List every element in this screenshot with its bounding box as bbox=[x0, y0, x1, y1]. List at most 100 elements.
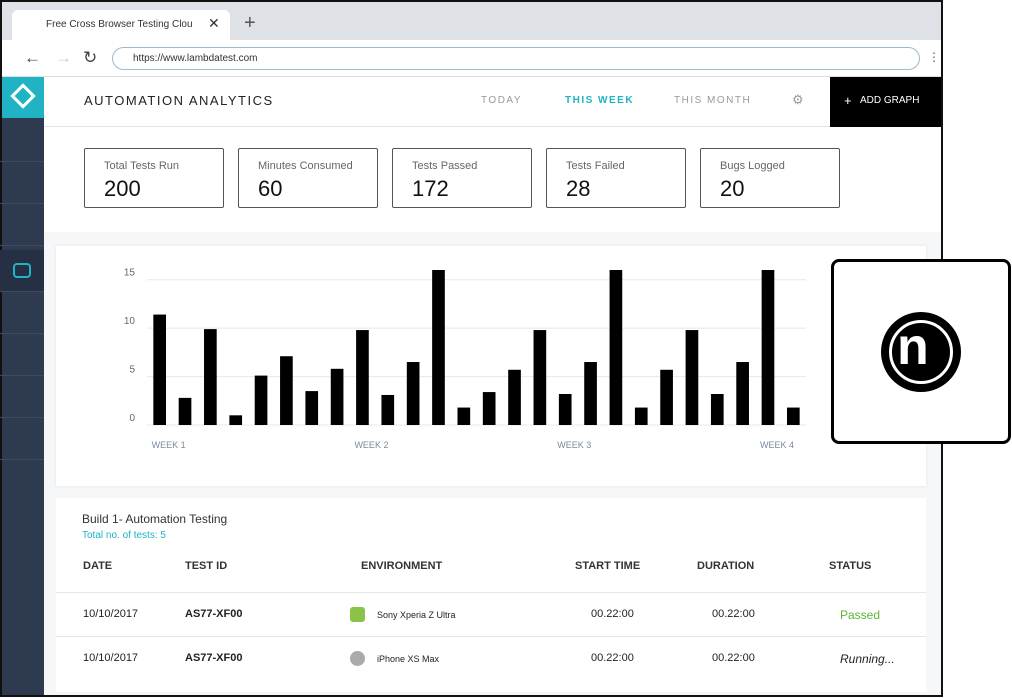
env-icon bbox=[350, 651, 365, 666]
table-cell: 00.22:00 bbox=[712, 652, 755, 664]
env-icon bbox=[350, 607, 365, 622]
stat-card: Bugs Logged 20 bbox=[700, 148, 840, 208]
filter[interactable]: THIS MONTH bbox=[674, 95, 752, 106]
table-cell: 00.22:00 bbox=[591, 652, 634, 664]
nav-item-active[interactable] bbox=[0, 250, 44, 292]
settings-icon[interactable]: ⚙ bbox=[792, 92, 804, 107]
stat-value: 60 bbox=[258, 176, 283, 201]
x-tick-label: WEEK 1 bbox=[152, 440, 186, 450]
bar bbox=[229, 415, 243, 425]
overlay-card: n bbox=[831, 259, 1011, 444]
nav-item[interactable] bbox=[0, 376, 44, 418]
bar bbox=[508, 369, 521, 425]
sidebar bbox=[2, 77, 44, 695]
stat-card: Minutes Consumed 60 bbox=[238, 148, 378, 208]
bar bbox=[660, 369, 673, 425]
x-tick-label: WEEK 2 bbox=[354, 440, 388, 450]
bar bbox=[254, 375, 268, 425]
column-header[interactable]: STATUS bbox=[829, 560, 872, 572]
stat-card: Tests Passed 172 bbox=[392, 148, 532, 208]
column-header[interactable]: TEST ID bbox=[185, 560, 228, 572]
y-tick-label: 10 bbox=[124, 316, 136, 327]
stat-label: Bugs Logged bbox=[720, 160, 785, 172]
bar bbox=[305, 391, 319, 425]
page-title: AUTOMATION ANALYTICS bbox=[84, 93, 274, 108]
bar bbox=[457, 407, 471, 425]
bar bbox=[710, 394, 724, 425]
nav-item[interactable] bbox=[0, 120, 44, 162]
table-cell: 00.22:00 bbox=[591, 608, 634, 620]
stat-value: 200 bbox=[104, 176, 141, 201]
bar bbox=[558, 394, 572, 425]
stat-label: Total Tests Run bbox=[104, 160, 180, 172]
column-header[interactable]: DATE bbox=[83, 560, 113, 572]
table-cell: iPhone XS Max bbox=[377, 654, 440, 664]
stats-panel bbox=[44, 127, 941, 232]
stat-label: Tests Failed bbox=[566, 160, 625, 172]
row-divider bbox=[56, 636, 926, 637]
row-divider bbox=[56, 592, 926, 593]
table-cell: 00.22:00 bbox=[712, 608, 755, 620]
stat-label: Tests Passed bbox=[412, 160, 478, 172]
tab-close[interactable]: ✕ bbox=[208, 15, 220, 31]
stat-card: Tests Failed 28 bbox=[546, 148, 686, 208]
column-header: START TIME bbox=[575, 560, 641, 572]
bar bbox=[204, 329, 217, 425]
stat-card: Total Tests Run 200 bbox=[84, 148, 224, 208]
nav-item[interactable] bbox=[0, 418, 44, 460]
add-graph[interactable]: + ADD GRAPH bbox=[830, 77, 941, 127]
table-cell: Passed bbox=[840, 608, 881, 622]
add-graph-label: ADD GRAPH bbox=[860, 95, 920, 106]
table-cell: 10/10/2017 bbox=[83, 652, 139, 664]
table-cell: AS77-XF00 bbox=[185, 652, 243, 664]
stat-label: Minutes Consumed bbox=[258, 160, 353, 172]
bar bbox=[406, 362, 420, 425]
bar bbox=[609, 270, 623, 425]
new-tab[interactable]: + bbox=[244, 12, 256, 34]
menu[interactable]: ⋮ bbox=[928, 50, 940, 64]
filter-active[interactable]: THIS WEEK bbox=[565, 95, 635, 106]
bar bbox=[761, 270, 775, 425]
bar bbox=[432, 270, 445, 425]
address-bar[interactable]: https://www.lambdatest.com bbox=[112, 47, 920, 70]
table-cell: Sony Xperia Z Ultra bbox=[377, 610, 456, 620]
table-cell: AS77-XF00 bbox=[185, 608, 243, 620]
chart: 0 5 10 15 WEEK 1 WEEK 2 WEEK 3 WEEK 4 bbox=[124, 268, 806, 450]
column-header: DURATION bbox=[697, 560, 755, 572]
tab[interactable]: Free Cross Browser Testing Clou ✕ bbox=[12, 10, 230, 41]
bar bbox=[330, 368, 344, 425]
logo[interactable] bbox=[2, 77, 44, 118]
bar bbox=[381, 394, 395, 425]
bar bbox=[356, 330, 369, 425]
y-tick-label: 15 bbox=[124, 268, 136, 279]
back[interactable]: ← bbox=[24, 48, 41, 67]
reload[interactable]: ↻ bbox=[83, 48, 98, 67]
table-subtitle: Total no. of tests: 5 bbox=[82, 530, 166, 541]
stat-value: 172 bbox=[412, 176, 449, 201]
y-tick-label: 0 bbox=[129, 413, 135, 424]
bar bbox=[634, 407, 648, 425]
nav-item[interactable] bbox=[0, 292, 44, 334]
url: https://www.lambdatest.com bbox=[133, 53, 258, 64]
nav-item[interactable] bbox=[0, 334, 44, 376]
bar bbox=[533, 330, 547, 425]
forward[interactable]: → bbox=[55, 48, 72, 67]
nav-item[interactable] bbox=[0, 204, 44, 246]
table-cell: 10/10/2017 bbox=[83, 608, 139, 620]
stat-value: 28 bbox=[566, 176, 591, 201]
tab-title: Free Cross Browser Testing Clou bbox=[46, 19, 193, 30]
bar bbox=[736, 362, 749, 425]
stat-value: 20 bbox=[720, 176, 745, 201]
y-tick-label: 5 bbox=[129, 365, 135, 376]
bar bbox=[685, 330, 699, 425]
bar bbox=[280, 356, 293, 425]
bar bbox=[482, 392, 496, 425]
toolbar bbox=[2, 40, 941, 77]
filter[interactable]: TODAY bbox=[481, 95, 523, 106]
table-panel bbox=[56, 498, 926, 692]
bar bbox=[178, 397, 192, 425]
nav-item[interactable] bbox=[0, 162, 44, 204]
x-tick-label: WEEK 3 bbox=[557, 440, 591, 450]
x-tick-label: WEEK 4 bbox=[760, 440, 794, 450]
